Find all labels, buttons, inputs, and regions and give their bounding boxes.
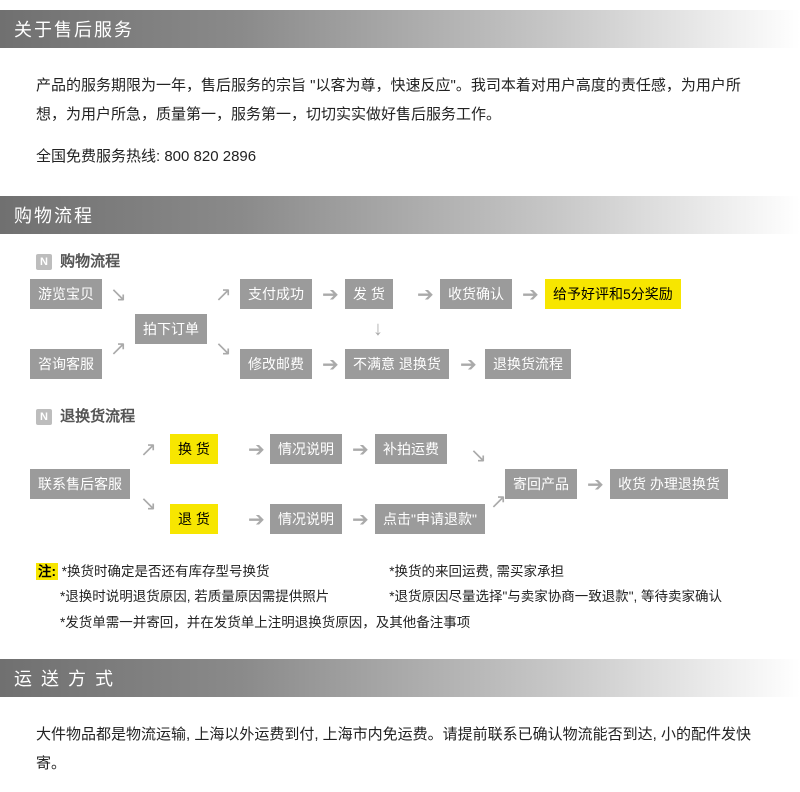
flow-a-label: 购物流程 <box>60 253 120 270</box>
flow-node-contact: 联系售后客服 <box>30 469 130 499</box>
note-left-0: *换货时确定是否还有库存型号换货 <box>62 564 270 579</box>
arrow-icon: ➔ <box>322 285 339 305</box>
section-header-shopping: 购物流程 <box>0 196 800 234</box>
aftersales-body: 产品的服务期限为一年，售后服务的宗旨 "以客为尊，快速反应"。我司本着对用户高度… <box>0 58 800 186</box>
note-left-1: *退换时说明退货原因, 若质量原因需提供照片 <box>60 589 329 604</box>
arrow-icon: ➔ <box>248 440 265 460</box>
note-right-1: *退货原因尽量选择"与卖家协商一致退款", 等待卖家确认 <box>389 589 722 604</box>
arrow-icon: ➔ <box>352 510 369 530</box>
flow-node-unsat: 不满意 退换货 <box>345 349 449 379</box>
arrow-icon: ➔ <box>522 285 539 305</box>
flow-node-apply: 点击"申请退款" <box>375 504 485 534</box>
flow-node-desc1: 情况说明 <box>270 434 342 464</box>
aftersales-para: 产品的服务期限为一年，售后服务的宗旨 "以客为尊，快速反应"。我司本着对用户高度… <box>36 72 764 129</box>
note-left-2: *发货单需一并寄回，并在发货单上注明退换货原因，及其他备注事项 <box>60 615 470 630</box>
arrow-icon: ↘ <box>140 494 157 514</box>
aftersales-hotline: 全国免费服务热线: 800 820 2896 <box>36 143 764 172</box>
sub-header-flow-a: N 购物流程 <box>0 244 800 275</box>
arrow-icon: ➔ <box>322 355 339 375</box>
arrow-icon: ➔ <box>352 440 369 460</box>
flow-node-receive: 收货 办理退换货 <box>610 469 728 499</box>
flow-node-sendback: 寄回产品 <box>505 469 577 499</box>
flow-node-modify: 修改邮费 <box>240 349 312 379</box>
notes-block: 注: *换货时确定是否还有库存型号换货 *换货的来回运费, 需买家承担 *退换时… <box>0 549 800 650</box>
flow-node-pay: 支付成功 <box>240 279 312 309</box>
flow-node-ship: 发 货 <box>345 279 393 309</box>
section-header-aftersales: 关于售后服务 <box>0 10 800 48</box>
section-header-shipping: 运 送 方 式 <box>0 659 800 697</box>
shipping-para: 大件物品都是物流运输, 上海以外运费到付, 上海市内免运费。请提前联系已确认物流… <box>36 721 764 778</box>
flow-node-browse: 游览宝贝 <box>30 279 102 309</box>
shipping-body: 大件物品都是物流运输, 上海以外运费到付, 上海市内免运费。请提前联系已确认物流… <box>0 707 800 792</box>
flow-node-reward: 给予好评和5分奖励 <box>545 279 681 309</box>
flow-node-confirm: 收货确认 <box>440 279 512 309</box>
arrow-icon: ➔ <box>587 475 604 495</box>
flow-b-label: 退换货流程 <box>60 408 135 425</box>
flowchart-return: 联系售后客服换 货退 货情况说明情况说明补拍运费点击"申请退款"寄回产品收货 办… <box>20 434 780 539</box>
flowchart-shopping: 游览宝贝咨询客服 拍下订单 支付成功修改邮费 发 货不满意 退换货 收货确认退换货流程 给… <box>20 279 780 389</box>
arrow-icon: ↓ <box>373 319 383 339</box>
arrow-icon: ↘ <box>470 446 487 466</box>
flow-node-exchange: 换 货 <box>170 434 218 464</box>
arrow-icon: ↗ <box>490 492 507 512</box>
arrow-icon: ↗ <box>110 339 127 359</box>
arrow-icon: ↗ <box>140 440 157 460</box>
flow-node-return: 退 货 <box>170 504 218 534</box>
sub-header-flow-b: N 退换货流程 <box>0 399 800 430</box>
arrow-icon: ➔ <box>248 510 265 530</box>
arrow-icon: ↘ <box>110 285 127 305</box>
arrow-icon: ↘ <box>215 339 232 359</box>
notes-tag: 注: <box>36 563 58 580</box>
flow-node-return_flow: 退换货流程 <box>485 349 571 379</box>
flow-node-desc2: 情况说明 <box>270 504 342 534</box>
flow-node-order: 拍下订单 <box>135 314 207 344</box>
badge-icon: N <box>36 254 52 270</box>
flow-node-consult: 咨询客服 <box>30 349 102 379</box>
arrow-icon: ➔ <box>417 285 434 305</box>
arrow-icon: ↗ <box>215 285 232 305</box>
note-right-0: *换货的来回运费, 需买家承担 <box>389 564 564 579</box>
flow-node-extra_ship: 补拍运费 <box>375 434 447 464</box>
badge-icon: N <box>36 409 52 425</box>
arrow-icon: ➔ <box>460 355 477 375</box>
